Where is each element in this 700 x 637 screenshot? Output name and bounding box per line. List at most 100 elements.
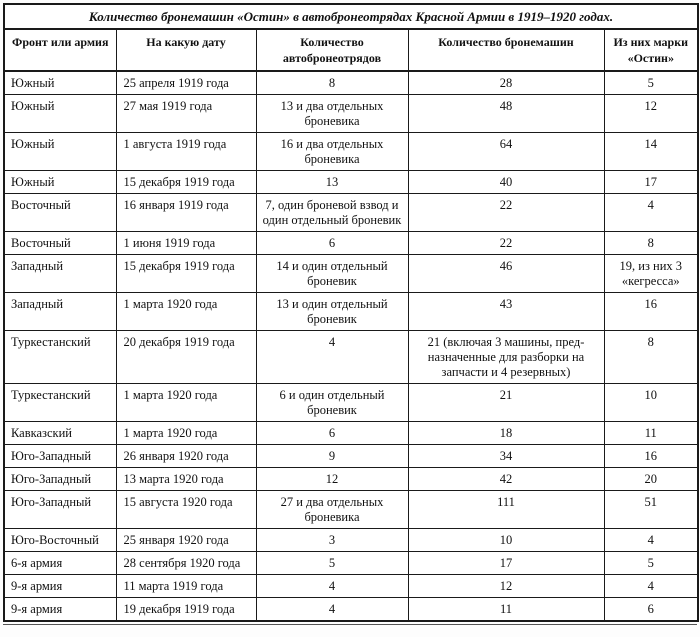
cell-row11-col0: Юго-Западный [3, 444, 117, 468]
table-wrapper: Количество бронемашин «Остин» в автоброн… [3, 3, 700, 625]
cell-row13-col4: 51 [603, 490, 699, 529]
cell-row7-col0: Западный [3, 292, 117, 331]
cell-row11-col3: 34 [407, 444, 605, 468]
cell-row0-col0: Южный [3, 70, 117, 95]
table-row: Восточный 1 июня 1919 года 6 22 8 [3, 231, 699, 255]
cell-row7-col1: 1 марта 1920 года [115, 292, 257, 331]
cell-row11-col1: 26 января 1920 года [115, 444, 257, 468]
cell-row13-col1: 15 августа 1920 года [115, 490, 257, 529]
cell-row15-col4: 5 [603, 551, 699, 575]
table-row: Западный 15 декабря 1919 года 14 и один от… [3, 254, 699, 293]
cell-row10-col0: Кавказский [3, 421, 117, 445]
cell-row12-col2: 12 [255, 467, 409, 491]
cell-row12-col4: 20 [603, 467, 699, 491]
cell-row2-col0: Южный [3, 132, 117, 171]
column-header-3: Количество бронемашин [407, 28, 605, 72]
cell-row8-col0: Туркестанский [3, 330, 117, 384]
cell-row14-col0: Юго-Восточный [3, 528, 117, 552]
table-row: Юго-Западный 26 января 1920 года 9 34 16 [3, 444, 699, 468]
table-row: Западный 1 марта 1920 года 13 и один отдел… [3, 292, 699, 331]
table-row: Юго-Восточный 25 января 1920 года 3 10 4 [3, 528, 699, 552]
cell-row2-col1: 1 августа 1919 года [115, 132, 257, 171]
cell-row17-col0: 9-я армия [3, 597, 117, 622]
table-row: Южный 25 апреля 1919 года 8 28 5 [3, 70, 699, 95]
table-row: Кавказский 1 марта 1920 года 6 18 11 [3, 421, 699, 445]
table-row: 9-я армия 11 марта 1919 года 4 12 4 [3, 574, 699, 598]
cell-row4-col0: Восточный [3, 193, 117, 232]
cell-row6-col2: 14 и один отдельный броневик [255, 254, 409, 293]
cell-row8-col2: 4 [255, 330, 409, 384]
column-header-2: Количество автобронеотрядов [255, 28, 409, 72]
table-row: Юго-Западный 13 марта 1920 года 12 42 20 [3, 467, 699, 491]
cell-row10-col3: 18 [407, 421, 605, 445]
table-row: Южный 27 мая 1919 года 13 и два отдельных … [3, 94, 699, 133]
cell-row17-col4: 6 [603, 597, 699, 622]
cell-row9-col4: 10 [603, 383, 699, 422]
cell-row4-col3: 22 [407, 193, 605, 232]
cell-row5-col4: 8 [603, 231, 699, 255]
cell-row4-col2: 7, один броневой взвод и один отдельный … [255, 193, 409, 232]
cell-row3-col1: 15 декабря 1919 года [115, 170, 257, 194]
cell-row12-col0: Юго-Западный [3, 467, 117, 491]
cell-row16-col4: 4 [603, 574, 699, 598]
cell-row0-col3: 28 [407, 70, 605, 95]
cell-row2-col3: 64 [407, 132, 605, 171]
cell-row16-col0: 9-я армия [3, 574, 117, 598]
austin-armored-cars-table: Количество бронемашин «Остин» в автоброн… [3, 3, 700, 622]
cell-row15-col2: 5 [255, 551, 409, 575]
cell-row13-col2: 27 и два отдельных броневика [255, 490, 409, 529]
cell-row10-col4: 11 [603, 421, 699, 445]
cell-row5-col3: 22 [407, 231, 605, 255]
cell-row7-col3: 43 [407, 292, 605, 331]
cell-row15-col0: 6-я армия [3, 551, 117, 575]
cell-row2-col2: 16 и два отдельных броневика [255, 132, 409, 171]
cell-row15-col1: 28 сентября 1920 года [115, 551, 257, 575]
table-row: Туркестанский 1 марта 1920 года 6 и один о… [3, 383, 699, 422]
cell-row15-col3: 17 [407, 551, 605, 575]
cell-row6-col0: Западный [3, 254, 117, 293]
cell-row7-col2: 13 и один отдельный броневик [255, 292, 409, 331]
table-row: Туркестанский 20 декабря 1919 года 4 21 (вк… [3, 330, 699, 384]
cell-row16-col1: 11 марта 1919 года [115, 574, 257, 598]
cell-row16-col3: 12 [407, 574, 605, 598]
column-header-4: Из них марки «Остин» [603, 28, 699, 72]
cell-row8-col1: 20 декабря 1919 года [115, 330, 257, 384]
cell-row0-col4: 5 [603, 70, 699, 95]
cell-row7-col4: 16 [603, 292, 699, 331]
cell-row12-col1: 13 марта 1920 года [115, 467, 257, 491]
cell-row9-col2: 6 и один отдельный броневик [255, 383, 409, 422]
cell-row13-col0: Юго-Западный [3, 490, 117, 529]
cell-row5-col0: Восточный [3, 231, 117, 255]
cell-row8-col3: 21 (включая 3 машины, пред-назначенные д… [407, 330, 605, 384]
cell-row1-col1: 27 мая 1919 года [115, 94, 257, 133]
cell-row9-col0: Туркестанский [3, 383, 117, 422]
cell-row14-col4: 4 [603, 528, 699, 552]
table-body: Южный 25 апреля 1919 года 8 28 5 Южный 27 мая … [3, 70, 699, 622]
cell-row8-col4: 8 [603, 330, 699, 384]
cell-row1-col4: 12 [603, 94, 699, 133]
table-row: Южный 15 декабря 1919 года 13 40 17 [3, 170, 699, 194]
cell-row16-col2: 4 [255, 574, 409, 598]
cell-row10-col1: 1 марта 1920 года [115, 421, 257, 445]
cell-row4-col1: 16 января 1919 года [115, 193, 257, 232]
cell-row5-col2: 6 [255, 231, 409, 255]
cell-row2-col4: 14 [603, 132, 699, 171]
column-header-1: На какую дату [115, 28, 257, 72]
table-row: Юго-Западный 15 августа 1920 года 27 и два… [3, 490, 699, 529]
cell-row17-col1: 19 декабря 1919 года [115, 597, 257, 622]
cell-row4-col4: 4 [603, 193, 699, 232]
cell-row3-col4: 17 [603, 170, 699, 194]
cell-row11-col4: 16 [603, 444, 699, 468]
table-row: Восточный 16 января 1919 года 7, один брон… [3, 193, 699, 232]
table-header-row: Фронт или армия На какую дату Количество а… [3, 28, 699, 72]
cell-row12-col3: 42 [407, 467, 605, 491]
cell-row14-col3: 10 [407, 528, 605, 552]
cell-row1-col3: 48 [407, 94, 605, 133]
cell-row6-col1: 15 декабря 1919 года [115, 254, 257, 293]
cell-row9-col1: 1 марта 1920 года [115, 383, 257, 422]
cell-row11-col2: 9 [255, 444, 409, 468]
column-header-0: Фронт или армия [3, 28, 117, 72]
cell-row14-col1: 25 января 1920 года [115, 528, 257, 552]
table-row: 9-я армия 19 декабря 1919 года 4 11 6 [3, 597, 699, 622]
